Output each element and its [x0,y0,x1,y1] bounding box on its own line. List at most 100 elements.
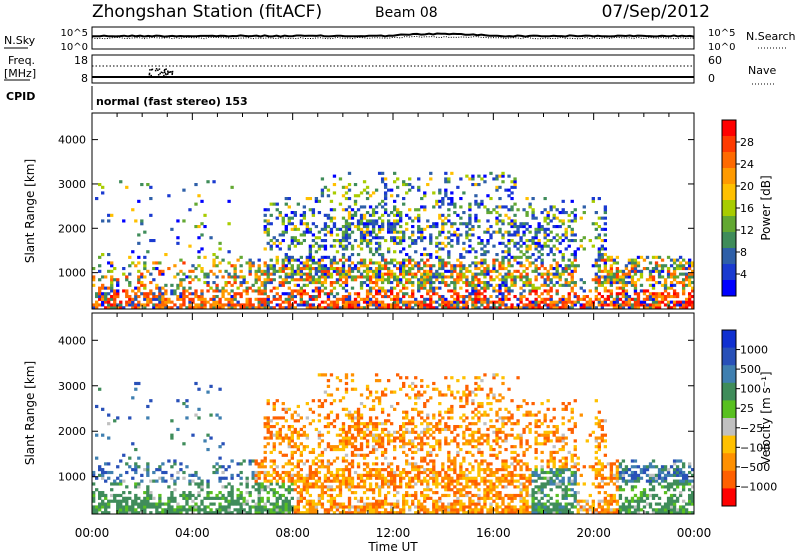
heatmap-cell [669,295,674,299]
heatmap-cell [660,297,665,301]
heatmap-cell [365,439,370,443]
heatmap-cell [480,300,484,304]
heatmap-cell [338,493,343,498]
heatmap-cell [329,244,334,248]
heatmap-cell [314,272,319,276]
heatmap-cell [396,222,400,226]
heatmap-cell [320,272,325,276]
heatmap-cell [278,211,282,215]
heatmap-cell [131,442,135,446]
heatmap-cell [462,241,466,245]
heatmap-cell [281,485,285,489]
heatmap-cell [347,213,352,217]
heatmap-cell [293,445,297,449]
heatmap-cell [332,476,337,480]
heatmap-cell [393,488,397,492]
heatmap-cell [528,264,532,268]
heatmap-cell [257,264,261,268]
heatmap-cell [275,433,279,437]
heatmap-cell [320,289,325,293]
heatmap-cell [570,253,574,257]
heatmap-cell [543,219,547,223]
heatmap-cell [293,505,297,509]
freq-dot [160,71,163,74]
heatmap-cell [567,219,571,223]
heatmap-cell [603,286,608,290]
heatmap-cell [459,306,463,310]
heatmap-cell [380,390,385,394]
heatmap-cell [317,445,322,449]
heatmap-cell [239,306,243,310]
heatmap-cell [356,416,361,420]
heatmap-cell [314,505,319,509]
heatmap-cell [453,292,457,296]
heatmap-cell [447,197,451,201]
heatmap-cell [380,264,385,268]
heatmap-cell [450,191,454,195]
heatmap-cell [272,511,276,515]
heatmap-cell [642,289,647,293]
heatmap-cell [534,289,538,293]
heatmap-cell [432,191,436,195]
heatmap-cell [323,185,328,189]
heatmap-cell [435,199,439,203]
heatmap-cell [323,281,328,285]
heatmap-cell [459,295,463,299]
heatmap-cell [134,387,138,391]
heatmap-cell [347,462,352,466]
heatmap-cell [420,295,424,299]
heatmap-cell [429,300,433,304]
heatmap-cell [356,244,361,248]
heatmap-cell [459,300,463,304]
heatmap-cell [347,479,352,483]
heatmap-cell [200,485,204,489]
heatmap-cell [377,505,382,509]
heatmap-cell [426,496,430,500]
heatmap-cell [338,485,343,489]
heatmap-cell [335,297,340,301]
heatmap-cell [534,241,538,245]
heatmap-cell [402,470,406,475]
heatmap-cell [308,303,313,307]
heatmap-cell [483,297,487,301]
heatmap-cell [341,447,346,452]
heatmap-cell [597,281,601,285]
heatmap-cell [543,216,547,220]
heatmap-cell [447,476,451,480]
heatmap-cell [329,485,334,489]
heatmap-cell [272,488,276,492]
heatmap-cell [182,300,186,304]
heatmap-cell [329,219,334,223]
heatmap-cell [386,281,391,285]
heatmap-cell [603,300,608,304]
heatmap-cell [483,244,487,248]
heatmap-cell [486,306,490,310]
heatmap-cell [477,468,481,472]
heatmap-cell [221,258,225,262]
heatmap-cell [522,208,526,212]
heatmap-cell [420,384,424,388]
heatmap-cell [230,499,234,503]
heatmap-cell [597,297,601,301]
heatmap-cell [687,264,692,268]
heatmap-cell [146,493,150,498]
heatmap-cell [212,297,216,301]
heatmap-cell [399,267,403,271]
heatmap-cell [459,462,463,466]
heatmap-cell [134,286,138,290]
heatmap-cell [453,297,457,301]
heatmap-cell [374,211,379,215]
heatmap-cell [329,447,334,452]
heatmap-cell [206,272,210,276]
heatmap-cell [501,278,505,282]
heatmap-cell [627,303,632,307]
heatmap-cell [417,505,421,509]
heatmap-cell [101,253,105,257]
heatmap-cell [396,211,400,215]
heatmap-cell [444,244,448,248]
heatmap-cell [450,410,454,414]
heatmap-cell [314,269,319,273]
heatmap-cell [347,508,352,512]
heatmap-cell [347,171,352,175]
heatmap-cell [429,225,433,229]
